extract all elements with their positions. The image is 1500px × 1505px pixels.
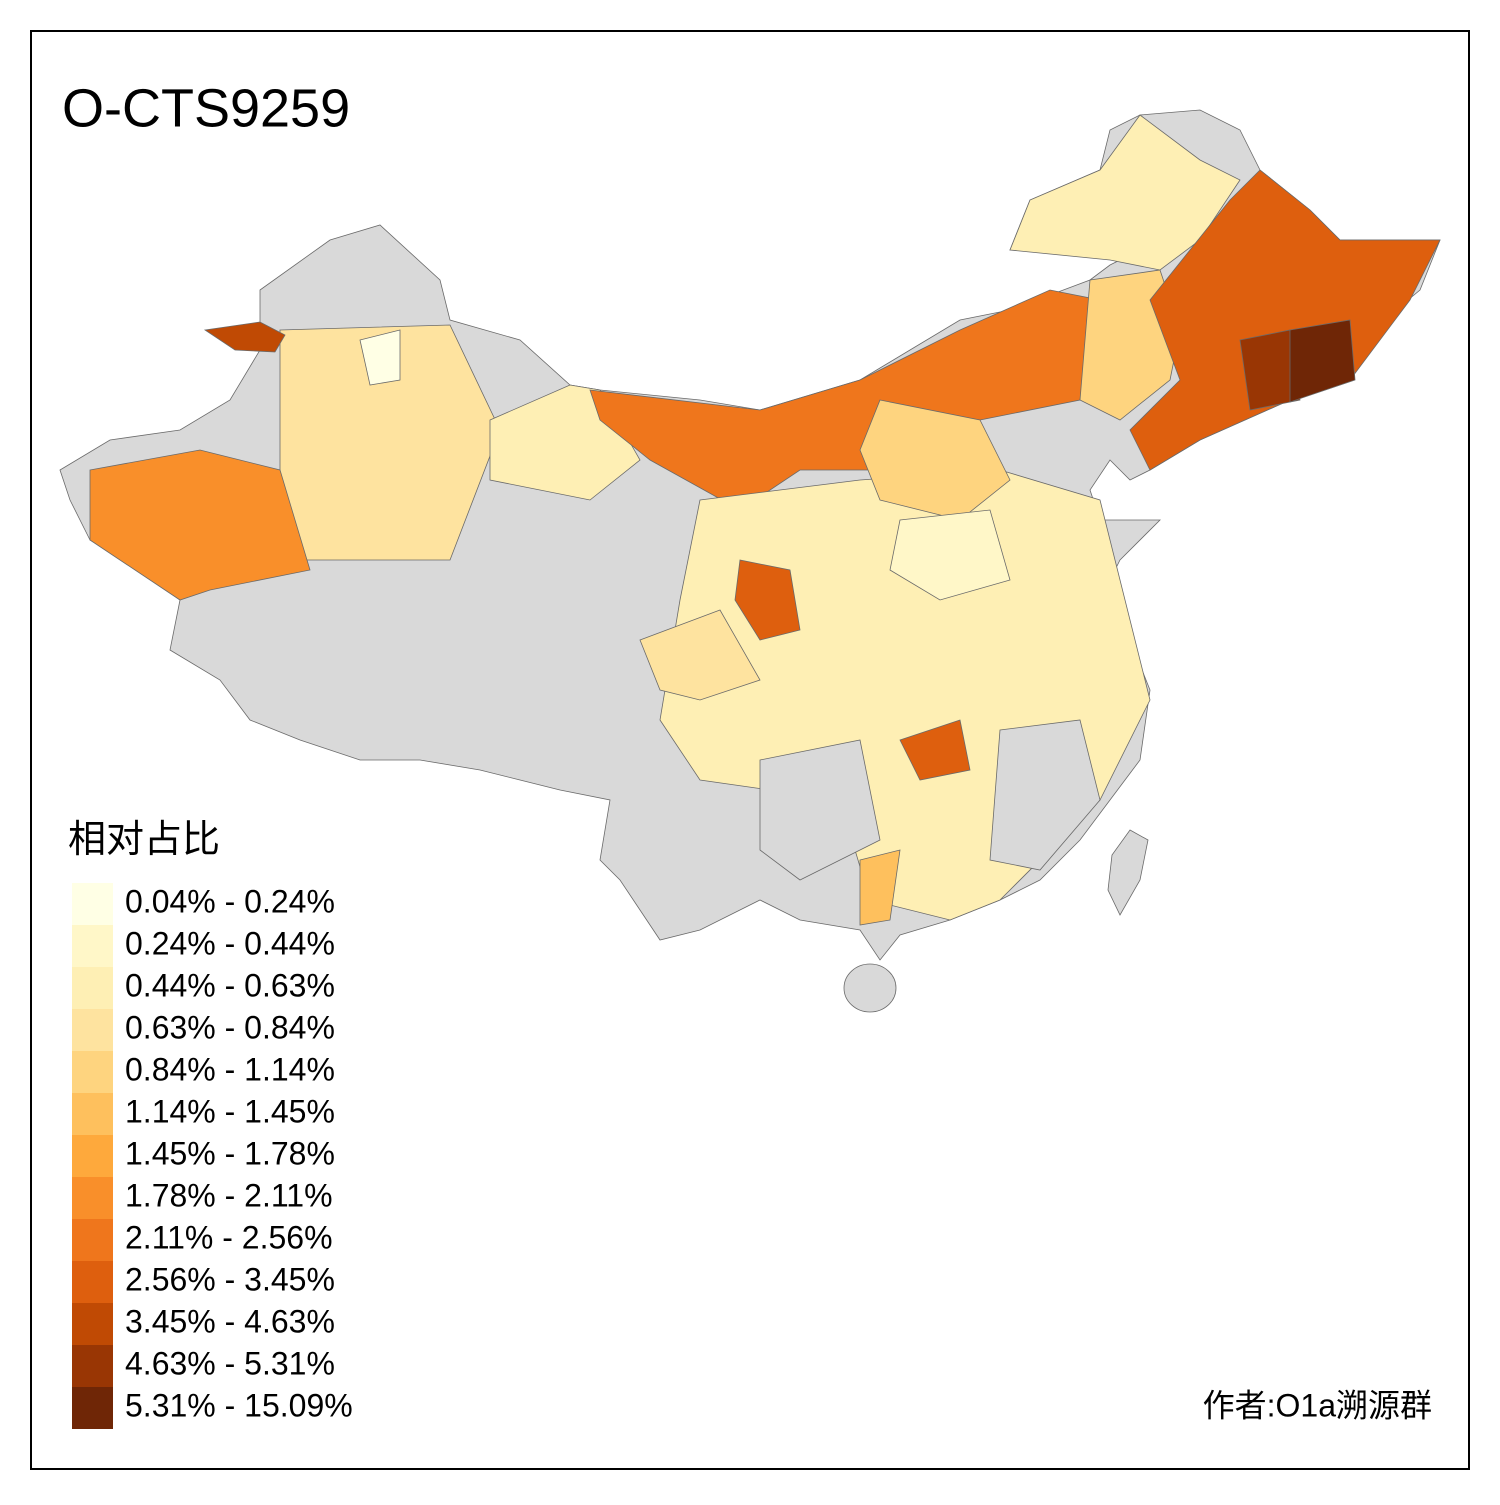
legend-label: 0.84% - 1.14% bbox=[125, 1051, 335, 1087]
region bbox=[639, 609, 761, 701]
region bbox=[759, 739, 881, 881]
island bbox=[1107, 829, 1149, 916]
legend-title: 相对占比 bbox=[68, 819, 220, 861]
legend-swatch bbox=[72, 1387, 113, 1429]
title: O-CTS9259 bbox=[62, 78, 350, 138]
region bbox=[989, 719, 1101, 871]
legend-label: 2.56% - 3.45% bbox=[125, 1261, 335, 1297]
legend-swatch bbox=[72, 1051, 113, 1093]
legend-label: 1.78% - 2.11% bbox=[125, 1177, 333, 1213]
region bbox=[859, 849, 901, 926]
legend-label: 0.63% - 0.84% bbox=[125, 1009, 335, 1045]
region bbox=[1239, 329, 1301, 411]
region bbox=[1129, 169, 1441, 471]
region bbox=[359, 329, 401, 386]
legend-swatch bbox=[72, 1177, 113, 1219]
legend-swatch bbox=[72, 1303, 113, 1345]
legend-swatch bbox=[72, 967, 113, 1009]
region bbox=[889, 509, 1011, 601]
legend-swatch bbox=[72, 1219, 113, 1261]
legend-label: 0.24% - 0.44% bbox=[125, 925, 335, 961]
legend-label: 1.14% - 1.45% bbox=[125, 1093, 335, 1129]
region bbox=[203, 321, 286, 353]
legend: 0.04% - 0.24% 0.24% - 0.44% 0.44% - 0.63% 0… bbox=[72, 883, 353, 1429]
region bbox=[589, 289, 1101, 511]
legend-label: 0.04% - 0.24% bbox=[125, 883, 335, 919]
legend-swatch bbox=[72, 1093, 113, 1135]
legend-label: 2.11% - 2.56% bbox=[125, 1219, 333, 1255]
region bbox=[89, 449, 311, 601]
legend-swatch bbox=[72, 1345, 113, 1387]
region bbox=[899, 719, 971, 781]
legend-label: 5.31% - 15.09% bbox=[125, 1387, 353, 1423]
legend-swatch bbox=[72, 925, 113, 967]
legend-label: 4.63% - 5.31% bbox=[125, 1345, 335, 1381]
legend-label: 3.45% - 4.63% bbox=[125, 1303, 335, 1339]
legend-swatch bbox=[72, 883, 113, 925]
region bbox=[1289, 319, 1356, 403]
legend-swatch bbox=[72, 1009, 113, 1051]
legend-label: 0.44% - 0.63% bbox=[125, 967, 335, 1003]
legend-swatch bbox=[72, 1261, 113, 1303]
region bbox=[734, 559, 801, 641]
region bbox=[1009, 114, 1241, 271]
island bbox=[843, 963, 897, 1013]
credit: 作者:O1a溯源群 bbox=[1203, 1387, 1432, 1423]
legend-label: 1.45% - 1.78% bbox=[125, 1135, 335, 1171]
legend-swatch bbox=[72, 1135, 113, 1177]
